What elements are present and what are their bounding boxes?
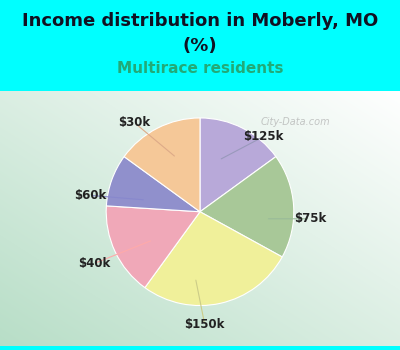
Text: Income distribution in Moberly, MO: Income distribution in Moberly, MO (22, 12, 378, 30)
Text: Multirace residents: Multirace residents (117, 61, 283, 76)
Text: $30k: $30k (118, 116, 150, 129)
Text: $60k: $60k (74, 189, 106, 202)
Text: $125k: $125k (243, 130, 284, 143)
Text: $40k: $40k (78, 257, 111, 270)
Wedge shape (124, 118, 200, 212)
Text: City-Data.com: City-Data.com (260, 117, 330, 127)
Wedge shape (145, 212, 282, 306)
Wedge shape (200, 118, 276, 212)
Text: $75k: $75k (294, 212, 326, 225)
Text: (%): (%) (183, 37, 217, 55)
Wedge shape (106, 206, 200, 288)
Wedge shape (106, 156, 200, 212)
Wedge shape (200, 156, 294, 257)
Text: $150k: $150k (184, 318, 225, 331)
